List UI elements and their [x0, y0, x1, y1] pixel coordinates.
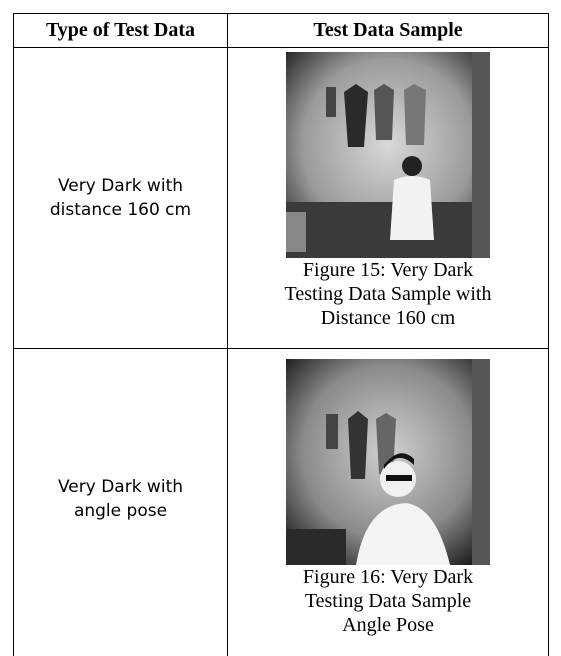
- caption-line: Angle Pose: [228, 613, 548, 637]
- header-cell: Test Data Sample: [227, 13, 549, 48]
- caption-line: Testing Data Sample: [228, 589, 548, 613]
- type-text: distance 160 cm: [50, 198, 191, 222]
- type-text: angle pose: [74, 499, 167, 523]
- caption-line: Distance 160 cm: [228, 306, 548, 330]
- type-cell: Very Dark with angle pose: [13, 348, 228, 656]
- caption-line: Testing Data Sample with: [228, 282, 548, 306]
- caption-line: Figure 15: Very Dark: [228, 258, 548, 282]
- type-cell: Very Dark with distance 160 cm: [13, 47, 228, 349]
- sample-cell: Figure 16: Very Dark Testing Data Sample…: [227, 348, 549, 656]
- caption-line: Figure 16: Very Dark: [228, 565, 548, 589]
- caption: Figure 15: Very Dark Testing Data Sample…: [228, 258, 548, 330]
- sample-photo: [286, 359, 490, 565]
- header-cell: Type of Test Data: [13, 13, 228, 48]
- header-text: Test Data Sample: [313, 19, 462, 41]
- type-text: Very Dark with: [58, 174, 183, 198]
- page: Type of Test Data Test Data Sample Very …: [0, 0, 561, 656]
- caption: Figure 16: Very Dark Testing Data Sample…: [228, 565, 548, 637]
- type-text: Very Dark with: [58, 475, 183, 499]
- header-text: Type of Test Data: [46, 19, 195, 41]
- sample-cell: Figure 15: Very Dark Testing Data Sample…: [227, 47, 549, 349]
- sample-photo: [286, 52, 490, 258]
